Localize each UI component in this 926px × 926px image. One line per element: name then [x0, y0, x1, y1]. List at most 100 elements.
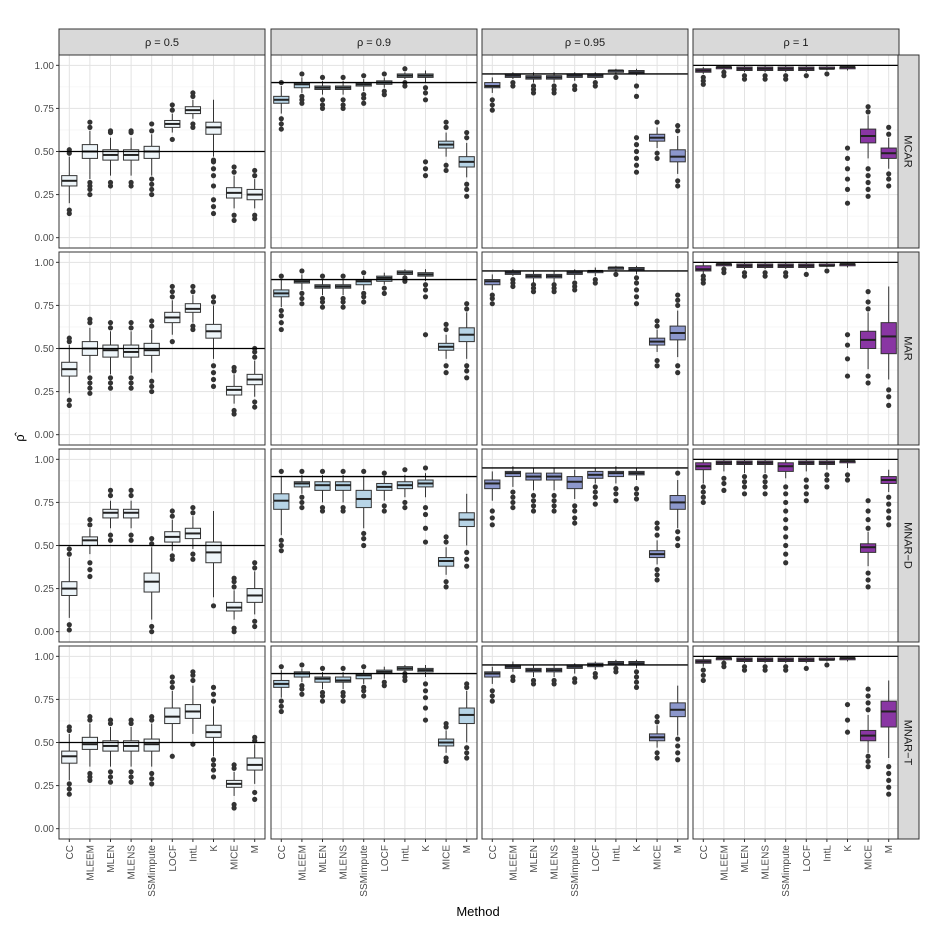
- outlier-point: [592, 670, 598, 677]
- boxplot-MLEEM: [504, 72, 522, 89]
- boxplot-IntL: [184, 504, 202, 562]
- outlier-point: [210, 294, 217, 300]
- outlier-point: [675, 470, 681, 476]
- outlier-point: [361, 100, 367, 106]
- boxplot-K: [417, 465, 434, 545]
- facet-strip-row: [897, 645, 920, 840]
- outlier-point: [149, 388, 155, 395]
- boxplot-MLEN: [525, 270, 542, 295]
- boxplot-MICE: [859, 686, 877, 770]
- outlier-point: [633, 674, 640, 680]
- outlier-point: [87, 119, 93, 125]
- outlier-point: [422, 294, 429, 300]
- outlier-point: [278, 537, 284, 543]
- outlier-point: [422, 97, 429, 103]
- box-iqr: [880, 322, 897, 355]
- outlier-point: [422, 681, 429, 687]
- outlier-point: [803, 498, 809, 504]
- outlier-point: [381, 470, 387, 476]
- facet-strip-col: [481, 28, 689, 56]
- outlier-point: [381, 503, 387, 509]
- facet-strip-row-label: MAR: [902, 336, 914, 361]
- outlier-point: [361, 73, 367, 79]
- outlier-point: [824, 472, 830, 478]
- y-tick-label: 0.50: [35, 541, 55, 552]
- outlier-point: [128, 774, 134, 780]
- outlier-point: [886, 387, 892, 393]
- outlier-point: [252, 565, 258, 571]
- x-tick-label: MLEEM: [297, 845, 308, 881]
- outlier-point: [865, 193, 871, 199]
- outlier-point: [210, 166, 217, 172]
- boxplot-CC: [695, 459, 712, 506]
- outlier-point: [128, 325, 134, 331]
- boxplot-MLEN: [736, 262, 753, 279]
- outlier-point: [886, 501, 892, 507]
- boxplot-MICE: [648, 119, 666, 161]
- outlier-point: [443, 326, 449, 333]
- outlier-point: [572, 515, 578, 521]
- facet-panel: [58, 251, 266, 446]
- outlier-point: [299, 93, 305, 99]
- boxplot-K: [839, 459, 856, 483]
- boxplot-LOCF: [798, 459, 815, 504]
- outlier-point: [252, 212, 258, 218]
- outlier-point: [633, 669, 640, 675]
- outlier-point: [700, 74, 706, 81]
- outlier-point: [107, 774, 114, 780]
- outlier-point: [551, 498, 557, 504]
- outlier-point: [844, 373, 851, 379]
- outlier-point: [762, 473, 768, 480]
- outlier-point: [530, 677, 537, 684]
- boxplot-LOCF: [587, 467, 604, 507]
- outlier-point: [633, 684, 640, 690]
- boxplot-IntL: [396, 66, 414, 89]
- outlier-point: [340, 504, 346, 511]
- outlier-point: [464, 363, 470, 369]
- outlier-point: [844, 332, 851, 338]
- outlier-point: [149, 121, 155, 127]
- outlier-point: [572, 508, 578, 514]
- boxplot-M: [458, 681, 475, 761]
- outlier-point: [654, 714, 660, 720]
- outlier-point: [865, 179, 871, 186]
- x-tick-label: CC: [699, 845, 710, 859]
- y-tick-label: 0.25: [35, 584, 55, 595]
- outlier-point: [783, 525, 789, 531]
- outlier-point: [675, 178, 681, 184]
- outlier-point: [613, 271, 619, 278]
- outlier-point: [510, 499, 516, 506]
- outlier-point: [381, 71, 387, 77]
- outlier-point: [464, 549, 470, 555]
- boxplot-MLEEM: [81, 714, 99, 784]
- x-tick-label: LOCF: [380, 845, 391, 872]
- boxplot-M: [669, 685, 686, 763]
- boxplot-MICE: [225, 575, 243, 635]
- outlier-point: [489, 522, 495, 528]
- y-tick-label: 1.00: [35, 61, 55, 72]
- boxplot-MLEN: [102, 717, 119, 785]
- boxplot-CC: [484, 77, 501, 113]
- outlier-point: [149, 191, 155, 198]
- outlier-point: [87, 517, 93, 523]
- boxplot-MLEEM: [715, 65, 733, 79]
- panel-border: [481, 251, 689, 446]
- outlier-point: [169, 674, 175, 680]
- outlier-point: [865, 577, 871, 583]
- facet-panel: [692, 251, 900, 446]
- outlier-point: [551, 282, 557, 288]
- outlier-point: [278, 307, 284, 314]
- outlier-point: [675, 302, 681, 309]
- outlier-point: [762, 664, 768, 670]
- x-tick-label: MICE: [230, 845, 241, 870]
- outlier-point: [824, 484, 830, 490]
- boxplot-IntL: [818, 656, 836, 668]
- outlier-point: [489, 698, 495, 704]
- facet-panel: [692, 448, 900, 643]
- outlier-point: [654, 567, 660, 573]
- boxplot-MLEN: [736, 65, 753, 82]
- outlier-point: [464, 368, 470, 374]
- outlier-point: [169, 684, 175, 690]
- x-tick-label: LOCF: [802, 845, 813, 872]
- outlier-point: [700, 667, 706, 673]
